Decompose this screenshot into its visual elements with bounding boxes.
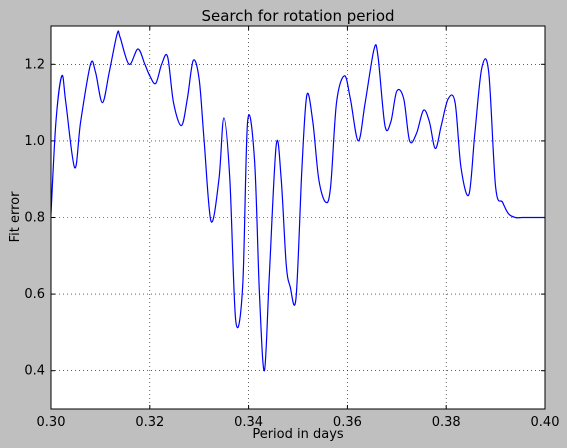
y-tick-label: 0.6 bbox=[24, 287, 45, 302]
x-tick-label: 0.36 bbox=[333, 415, 362, 430]
x-tick-label: 0.40 bbox=[531, 415, 560, 430]
y-tick-label: 1.0 bbox=[24, 134, 45, 149]
x-tick-label: 0.32 bbox=[135, 415, 164, 430]
y-tick-label: 0.8 bbox=[24, 211, 45, 226]
tick-labels: 0.30 0.32 0.34 0.36 0.38 0.40 0.4 0.6 0.8 1.0 1.2 bbox=[24, 57, 559, 430]
x-axis-label: Period in days bbox=[252, 427, 344, 442]
plot-frame bbox=[50, 25, 546, 410]
plot-area bbox=[51, 26, 545, 409]
x-tick-label: 0.30 bbox=[37, 415, 66, 430]
y-tick-label: 0.4 bbox=[24, 364, 45, 379]
y-tick-label: 1.2 bbox=[24, 57, 45, 72]
x-tick-label: 0.34 bbox=[234, 415, 263, 430]
fit-error-line bbox=[50, 30, 545, 372]
y-axis-label: Fit error bbox=[8, 191, 23, 243]
chart-title: Search for rotation period bbox=[201, 7, 394, 25]
x-tick-label: 0.38 bbox=[432, 415, 461, 430]
